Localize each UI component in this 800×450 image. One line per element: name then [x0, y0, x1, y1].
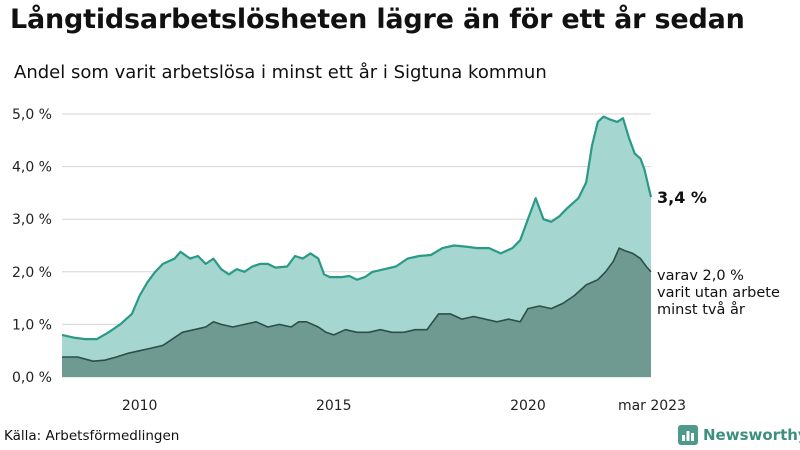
- chart-subtitle: Andel som varit arbetslösa i minst ett å…: [14, 62, 547, 83]
- x-tick-label: 2015: [316, 398, 352, 414]
- x-tick-label: 2010: [122, 398, 158, 414]
- source-note: Källa: Arbetsförmedlingen: [4, 428, 180, 444]
- y-tick-label: 4,0 %: [12, 160, 52, 176]
- long-term-end-label-line: varit utan arbete: [657, 285, 780, 301]
- y-axis: 0,0 % 1,0 % 2,0 % 3,0 % 4,0 % 5,0 %: [12, 107, 52, 386]
- long-term-end-label-line: minst två år: [657, 301, 745, 318]
- brand-name: Newsworthy: [703, 426, 800, 444]
- chart-title: Långtidsarbetslösheten lägre än för ett …: [10, 4, 745, 35]
- long-term-end-label: varav 2,0 % varit utan arbete minst två år: [657, 268, 780, 318]
- long-term-series-line: [62, 247, 652, 362]
- x-tick-label: mar 2023: [618, 398, 686, 414]
- y-tick-label: 0,0 %: [12, 370, 52, 386]
- brand-logo: Newsworthy: [678, 425, 800, 445]
- total-end-label: 3,4 %: [657, 188, 707, 207]
- total-series-area: [62, 116, 651, 377]
- total-series-line: [61, 115, 653, 341]
- y-tick-label: 5,0 %: [12, 107, 52, 123]
- y-tick-label: 2,0 %: [12, 265, 52, 281]
- y-tick-label: 3,0 %: [12, 212, 52, 228]
- y-tick-label: 1,0 %: [12, 317, 52, 333]
- long-term-end-label-line: varav 2,0 %: [657, 268, 744, 284]
- x-tick-label: 2020: [510, 398, 546, 414]
- long-term-series-area: [62, 248, 651, 377]
- x-axis: 2010 2015 2020 mar 2023: [122, 398, 686, 414]
- bar-chart-icon: [678, 425, 698, 445]
